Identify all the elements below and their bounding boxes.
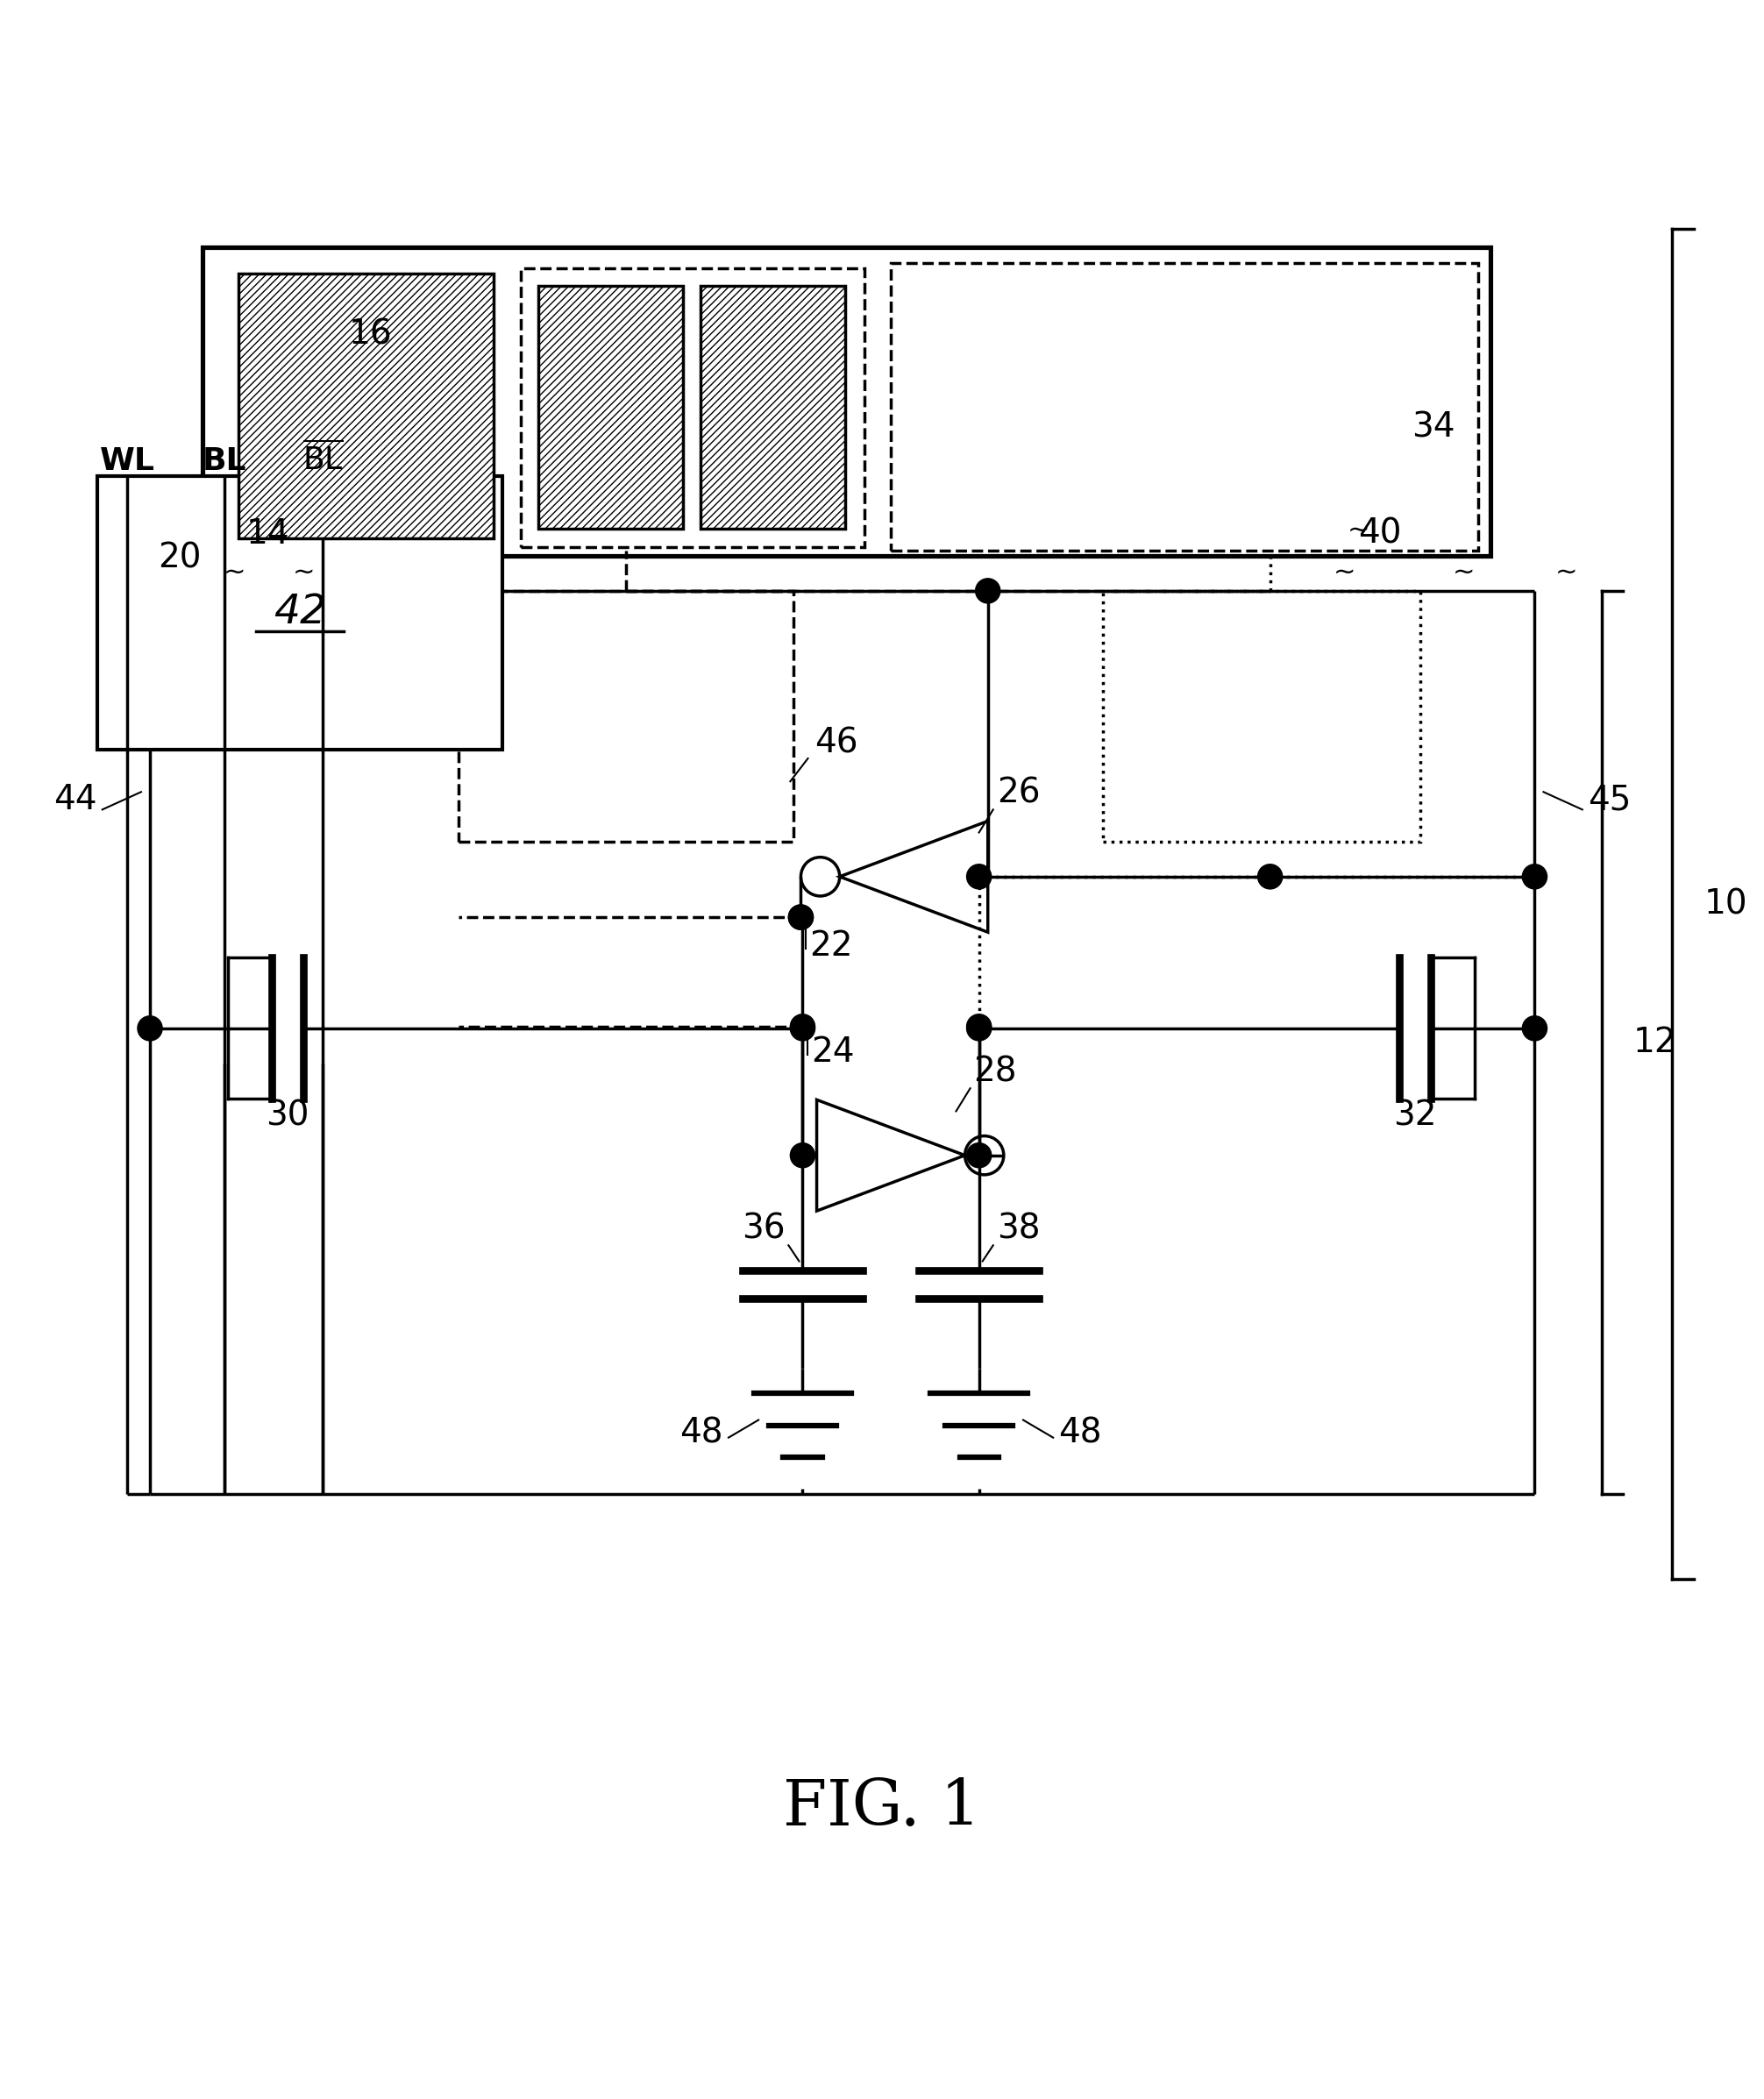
Text: 18: 18 xyxy=(640,317,683,351)
Bar xyxy=(520,269,864,546)
Circle shape xyxy=(790,1144,815,1167)
Bar xyxy=(203,248,1491,556)
Bar xyxy=(459,590,794,842)
Circle shape xyxy=(967,1016,991,1041)
Text: 48: 48 xyxy=(1058,1417,1102,1450)
Text: 34: 34 xyxy=(1411,411,1455,445)
Bar xyxy=(97,476,503,749)
Text: 45: 45 xyxy=(1588,783,1632,817)
Circle shape xyxy=(1522,1016,1547,1041)
Circle shape xyxy=(967,1014,991,1039)
Text: WL: WL xyxy=(99,447,155,476)
Bar xyxy=(900,273,1155,537)
Bar xyxy=(700,285,845,529)
Text: ~: ~ xyxy=(1454,560,1475,586)
Text: 30: 30 xyxy=(266,1100,309,1131)
Circle shape xyxy=(789,905,813,930)
Text: ~: ~ xyxy=(1556,560,1577,586)
Text: 16: 16 xyxy=(349,317,392,351)
Text: 26: 26 xyxy=(997,777,1041,810)
Bar xyxy=(1217,273,1473,537)
Circle shape xyxy=(967,1144,991,1167)
Text: 32: 32 xyxy=(1394,1100,1436,1131)
Text: ~: ~ xyxy=(1348,518,1369,544)
Bar xyxy=(891,262,1478,550)
Text: 40: 40 xyxy=(1358,516,1401,550)
Text: 28: 28 xyxy=(974,1056,1018,1087)
Bar xyxy=(538,285,683,529)
Text: 44: 44 xyxy=(53,783,97,817)
Bar xyxy=(238,273,494,537)
Text: 20: 20 xyxy=(159,542,201,575)
Text: $\overline{\rm BL}$: $\overline{\rm BL}$ xyxy=(302,441,344,476)
Text: ~: ~ xyxy=(224,560,245,586)
Circle shape xyxy=(790,1016,815,1041)
Text: 42: 42 xyxy=(273,592,326,632)
Text: 24: 24 xyxy=(811,1035,856,1068)
Circle shape xyxy=(789,905,813,930)
Circle shape xyxy=(790,1014,815,1039)
Circle shape xyxy=(967,865,991,890)
Text: 12: 12 xyxy=(1633,1026,1678,1060)
Text: ~: ~ xyxy=(293,560,314,586)
Text: 38: 38 xyxy=(997,1211,1041,1245)
Text: ~: ~ xyxy=(1334,560,1355,586)
Text: FIG. 1: FIG. 1 xyxy=(783,1778,981,1839)
Text: 46: 46 xyxy=(815,726,859,760)
Circle shape xyxy=(1522,865,1547,890)
Text: 36: 36 xyxy=(741,1211,785,1245)
Text: BL: BL xyxy=(201,447,247,476)
Text: 22: 22 xyxy=(810,930,854,963)
Circle shape xyxy=(975,579,1000,602)
Circle shape xyxy=(1258,865,1282,890)
Text: 10: 10 xyxy=(1704,888,1748,921)
Circle shape xyxy=(138,1016,162,1041)
Text: 48: 48 xyxy=(679,1417,723,1450)
Text: 14: 14 xyxy=(247,516,289,550)
Bar xyxy=(1102,590,1420,842)
